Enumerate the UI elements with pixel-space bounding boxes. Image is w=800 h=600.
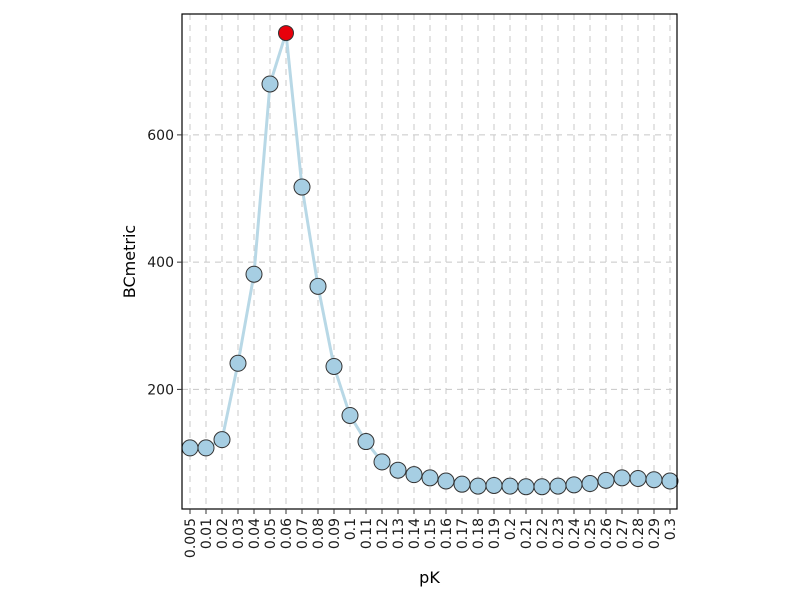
data-point — [405, 466, 423, 484]
x-tick-label: 0.29 — [647, 518, 663, 549]
y-axis-title: BCmetric — [120, 225, 139, 298]
point-layer — [181, 25, 679, 496]
x-tick-label: 0.06 — [279, 518, 295, 549]
data-point — [197, 439, 215, 457]
data-point — [261, 75, 279, 93]
data-point — [661, 472, 679, 490]
x-tick-label: 0.11 — [359, 518, 375, 549]
x-tick-label: 0.08 — [311, 518, 327, 549]
data-point — [581, 475, 599, 493]
data-point — [245, 265, 263, 283]
x-tick-label: 0.14 — [407, 518, 423, 549]
x-tick-label: 0.07 — [295, 518, 311, 549]
x-tick-label: 0.19 — [487, 518, 503, 549]
x-tick-label: 0.17 — [455, 518, 471, 549]
data-point — [549, 477, 567, 495]
data-point — [293, 178, 311, 196]
y-tick-label: 400 — [147, 255, 174, 271]
data-point — [453, 475, 471, 493]
x-tick-label: 0.27 — [615, 518, 631, 549]
data-point — [565, 476, 583, 494]
highlight-point — [278, 25, 294, 42]
data-point — [213, 431, 231, 449]
x-tick-label: 0.12 — [375, 518, 391, 549]
x-tick-label: 0.24 — [567, 518, 583, 549]
data-point — [181, 439, 199, 457]
x-tick-label: 0.28 — [631, 518, 647, 549]
y-tick-label: 600 — [147, 128, 174, 144]
data-point — [389, 461, 407, 479]
data-point — [517, 478, 535, 496]
axis-layer: 0.005 0.01 0.02 0.03 0.04 0.05 0.06 0.07 0.08 0.0… — [147, 128, 679, 558]
x-tick-label: 0.01 — [199, 518, 215, 549]
data-point — [613, 469, 631, 487]
x-tick-label: 0.09 — [327, 518, 343, 549]
x-tick-label: 0.26 — [599, 518, 615, 549]
data-point — [325, 357, 343, 375]
x-tick-label: 0.25 — [583, 518, 599, 549]
x-tick-label: 0.18 — [471, 518, 487, 549]
x-tick-label: 0.13 — [391, 518, 407, 549]
data-point — [533, 478, 551, 496]
x-tick-label: 0.22 — [535, 518, 551, 549]
data-point — [421, 469, 439, 487]
data-point — [469, 477, 487, 495]
x-axis-title: pK — [419, 568, 440, 587]
data-point — [373, 453, 391, 471]
x-tick-label: 0.005 — [183, 518, 199, 558]
x-tick-label: 0.2 — [503, 518, 519, 540]
x-tick-label: 0.04 — [247, 518, 263, 549]
data-point — [629, 469, 647, 487]
x-tick-label: 0.15 — [423, 518, 439, 549]
x-tick-label: 0.05 — [263, 518, 279, 549]
x-tick-label: 0.21 — [519, 518, 535, 549]
data-point — [309, 277, 327, 295]
data-point — [229, 354, 247, 372]
data-point — [597, 471, 615, 489]
x-tick-label: 0.03 — [231, 518, 247, 549]
x-tick-label: 0.23 — [551, 518, 567, 549]
data-point — [341, 406, 359, 424]
x-tick-label: 0.3 — [663, 518, 679, 540]
data-point — [645, 471, 663, 489]
y-tick-label: 200 — [147, 382, 174, 398]
x-tick-label: 0.02 — [215, 518, 231, 549]
data-point — [357, 433, 375, 451]
x-tick-label: 0.16 — [439, 518, 455, 549]
data-point — [437, 472, 455, 490]
x-tick-label: 0.1 — [343, 518, 359, 540]
data-point — [501, 477, 519, 495]
data-point — [485, 476, 503, 494]
